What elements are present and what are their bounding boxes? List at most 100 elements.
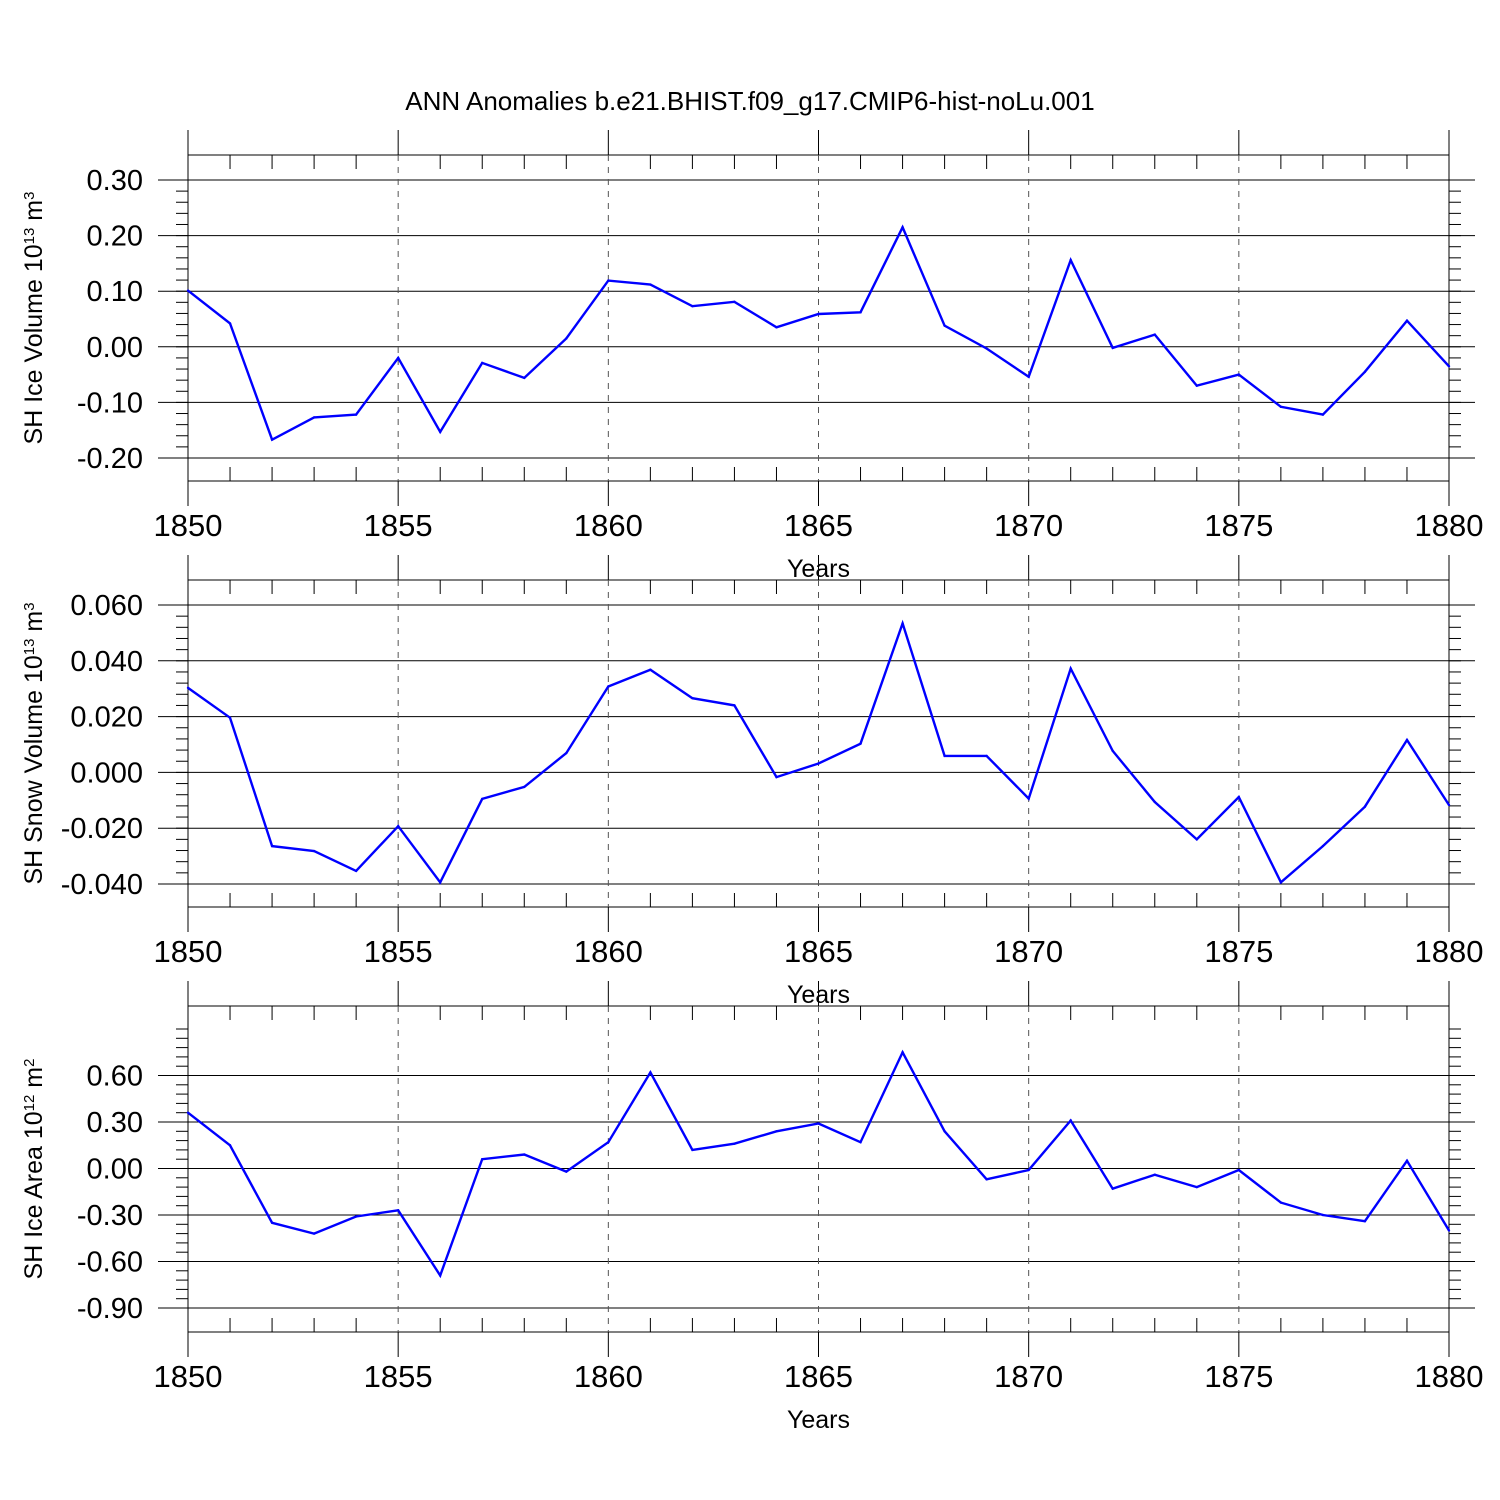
data-point: [1363, 370, 1367, 374]
data-point: [817, 762, 820, 765]
data-point: [186, 686, 190, 690]
data-point: [943, 1130, 946, 1133]
data-point: [985, 1178, 988, 1181]
y-tick-label: 0.20: [87, 221, 143, 253]
y-tick-label: -0.20: [77, 443, 143, 475]
data-point: [1321, 844, 1325, 848]
data-point: [1195, 1185, 1199, 1189]
data-point: [859, 742, 862, 745]
x-tick-label: 1880: [1415, 934, 1484, 969]
x-tick-label: 1870: [994, 1359, 1063, 1394]
x-tick-label: 1855: [364, 508, 433, 543]
data-point: [186, 289, 190, 292]
y-tick-label: 0.30: [87, 165, 143, 197]
data-point: [312, 416, 316, 419]
data-point: [985, 347, 988, 350]
data-point: [859, 311, 862, 314]
y-tick-label: 0.000: [70, 757, 143, 789]
data-point: [354, 869, 358, 873]
data-point: [1195, 838, 1199, 841]
data-point: [1111, 346, 1114, 350]
x-tick-label: 1870: [994, 508, 1063, 543]
x-tick-label: 1850: [154, 934, 223, 969]
y-axis-label: SH Snow Volume 1013 m3: [20, 602, 48, 884]
data-point: [1153, 1173, 1156, 1176]
y-tick-label: 0.040: [70, 646, 143, 678]
y-tick-label: 0.020: [70, 702, 143, 734]
y-tick-label: -0.040: [61, 869, 143, 901]
x-tick-label: 1870: [994, 934, 1063, 969]
data-point: [186, 1111, 190, 1114]
data-point: [1405, 738, 1409, 742]
data-point: [775, 1130, 778, 1133]
x-tick-label: 1875: [1204, 1359, 1273, 1394]
x-tick-label: 1850: [154, 1359, 223, 1394]
data-point: [354, 1215, 358, 1218]
data-point: [1027, 1168, 1030, 1172]
data-point: [943, 324, 946, 327]
y-tick-label: -0.90: [77, 1293, 143, 1325]
data-point: [270, 844, 274, 848]
x-tick-label: 1860: [574, 934, 643, 969]
data-point: [775, 775, 778, 779]
data-point: [607, 1140, 610, 1144]
figure-title: ANN Anomalies b.e21.BHIST.f09_g17.CMIP6-…: [405, 86, 1095, 116]
data-point: [1069, 1119, 1072, 1122]
data-point: [985, 754, 988, 758]
data-point: [691, 305, 694, 308]
data-point: [439, 1274, 442, 1277]
x-tick-label: 1865: [784, 934, 853, 969]
data-point: [733, 300, 736, 303]
data-point: [1237, 373, 1241, 376]
data-point: [439, 881, 442, 884]
data-point: [1069, 258, 1072, 262]
data-point: [901, 226, 904, 229]
x-tick-label: 1860: [574, 1359, 643, 1394]
data-point: [649, 1071, 652, 1074]
x-tick-label: 1875: [1204, 934, 1273, 969]
data-point: [1363, 1220, 1367, 1223]
data-point: [691, 696, 694, 700]
data-point: [1363, 805, 1367, 808]
data-point: [228, 1144, 232, 1147]
data-point: [1111, 1187, 1114, 1190]
x-tick-label: 1855: [364, 1359, 433, 1394]
data-point: [312, 1232, 316, 1235]
data-point: [270, 1221, 274, 1224]
y-tick-label: 0.10: [87, 276, 143, 308]
data-point: [1027, 375, 1030, 379]
data-point: [817, 1122, 820, 1125]
x-tick-label: 1875: [1204, 508, 1273, 543]
y-tick-label: 0.60: [87, 1061, 143, 1093]
y-tick-label: 0.30: [87, 1107, 143, 1139]
data-point: [1279, 881, 1283, 884]
data-point: [1237, 795, 1241, 799]
data-point: [607, 685, 610, 688]
y-axis-label: SH Ice Area 1012 m2: [20, 1059, 48, 1280]
x-tick-label: 1865: [784, 1359, 853, 1394]
data-point: [228, 716, 232, 719]
data-point: [733, 704, 736, 707]
data-point: [565, 751, 568, 755]
data-point: [1321, 413, 1325, 416]
data-point: [859, 1140, 862, 1144]
data-point: [691, 1148, 694, 1152]
data-point: [775, 326, 778, 329]
data-point: [481, 1158, 484, 1161]
data-point: [1279, 1201, 1283, 1204]
data-point: [1111, 749, 1114, 753]
data-point: [565, 1170, 568, 1173]
data-point: [481, 797, 484, 801]
x-axis-label: Years: [787, 1406, 850, 1434]
data-point: [396, 356, 400, 360]
data-point: [439, 430, 442, 434]
y-tick-label: 0.00: [87, 1154, 143, 1186]
data-point: [523, 785, 526, 789]
data-point: [733, 1142, 736, 1145]
data-point: [901, 1051, 904, 1054]
data-point: [901, 622, 904, 625]
data-point: [228, 322, 232, 325]
data-point: [354, 413, 358, 416]
y-tick-label: -0.60: [77, 1247, 143, 1279]
